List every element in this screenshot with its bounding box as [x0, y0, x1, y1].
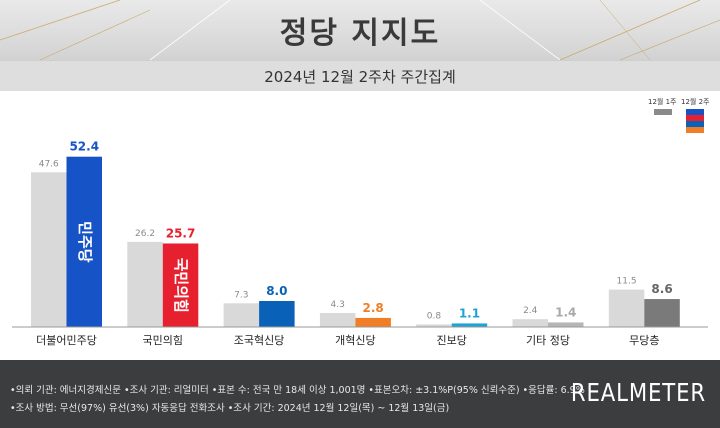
- legend-curr-label: 12월 2주: [681, 98, 710, 106]
- value-label-curr-1: 25.7: [166, 226, 196, 240]
- bar-curr-5: [548, 322, 584, 327]
- value-label-prev-2: 7.3: [234, 290, 248, 300]
- bar-curr-2: [259, 301, 295, 327]
- category-label-0: 더불어민주당: [36, 334, 97, 347]
- legend-prev-swatch: [654, 109, 672, 115]
- page-title: 정당 지지도: [279, 16, 441, 51]
- category-label-5: 기타 정당: [526, 334, 570, 347]
- value-label-prev-5: 2.4: [523, 306, 538, 316]
- category-label-3: 개혁신당: [335, 334, 375, 347]
- value-label-curr-3: 2.8: [363, 301, 384, 315]
- value-label-prev-6: 11.5: [617, 277, 637, 287]
- legend-prev-label: 12월 1주: [648, 98, 677, 106]
- bar-curr-3: [355, 317, 391, 327]
- realmeter-logo: REALMETER: [570, 378, 706, 407]
- value-label-prev-3: 4.3: [330, 300, 344, 310]
- category-label-1: 국민의힘: [143, 334, 183, 347]
- bar-curr-1: [162, 243, 199, 327]
- header-decoration: [0, 0, 720, 60]
- legend: 12월 1주 12월 2주: [648, 97, 710, 137]
- value-label-prev-1: 26.2: [135, 229, 155, 239]
- bar-curr-4: [451, 323, 488, 327]
- bar-prev-6: [608, 289, 645, 327]
- bar-prev-2: [223, 303, 260, 327]
- party-logo-0: 민주당: [76, 221, 94, 263]
- value-label-prev-4: 0.8: [427, 311, 442, 321]
- bar-prev-3: [319, 313, 356, 327]
- subtitle-bar: [0, 60, 720, 91]
- footer-panel: [0, 360, 720, 428]
- party-support-chart: 47.6 52.4 더불어민주당 26.2 25.7 국민의힘 7.3 8.0 조국혁신당 4.3…: [12, 140, 708, 347]
- footer-line-2: •조사 방법: 무선(97%) 유선(3%) 자동응답 전화조사 •조사 기간:…: [10, 403, 450, 414]
- header-banner: [0, 0, 720, 60]
- bar-curr-6: [644, 299, 680, 327]
- value-label-curr-6: 8.6: [651, 282, 672, 296]
- bar-prev-0: [31, 172, 67, 327]
- category-label-2: 조국혁신당: [234, 334, 285, 347]
- legend-curr-swatch-1: [686, 109, 704, 115]
- party-logo-1: 국민의힘: [172, 258, 190, 313]
- value-label-curr-5: 1.4: [555, 305, 576, 319]
- legend-curr-swatch-2: [686, 115, 704, 121]
- legend-curr-swatch-3: [686, 121, 704, 127]
- bar-curr-0: [66, 156, 102, 327]
- category-label-6: 무당층: [629, 334, 659, 347]
- value-label-curr-2: 8.0: [266, 284, 287, 298]
- category-label-4: 진보당: [437, 334, 467, 347]
- value-label-prev-0: 47.6: [39, 159, 59, 169]
- legend-curr-swatch-4: [686, 127, 704, 133]
- footer-line-1: •의뢰 기관: 에너지경제신문 •조사 기관: 리얼미터 •표본 수: 전국 만…: [10, 385, 585, 396]
- bar-prev-1: [127, 241, 163, 327]
- bar-prev-5: [512, 319, 548, 327]
- bar-prev-4: [416, 324, 452, 327]
- chart-subtitle: 2024년 12월 2주차 주간집계: [264, 68, 456, 86]
- value-label-curr-4: 1.1: [459, 306, 480, 320]
- value-label-curr-0: 52.4: [69, 140, 99, 154]
